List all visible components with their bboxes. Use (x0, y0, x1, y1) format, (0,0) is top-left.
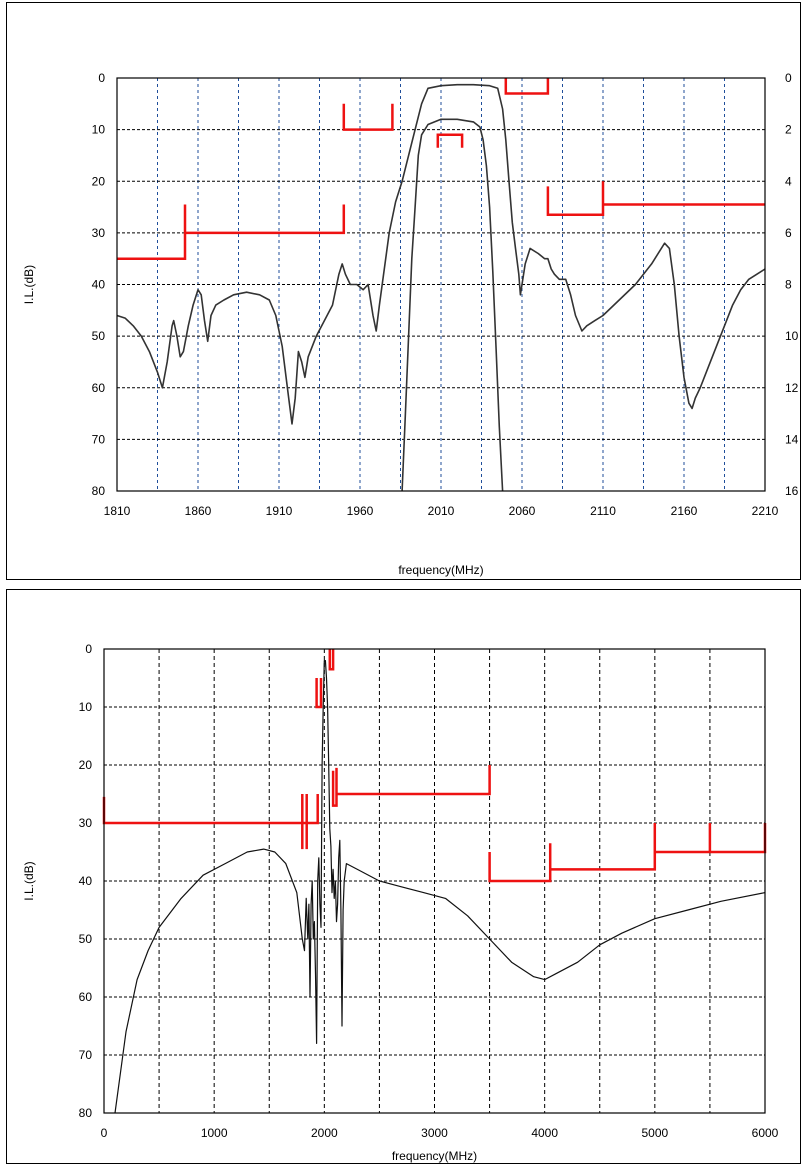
y-tick-label: 60 (92, 381, 106, 395)
y-axis-title: I.L.(dB) (22, 861, 36, 900)
y-tick-label: 10 (92, 123, 106, 137)
series-line (116, 83, 766, 425)
x-tick-label: 4000 (531, 1126, 558, 1140)
x-tick-label: 2110 (590, 504, 616, 518)
chart-panel-wideband: 0 1000 2000 3000 4000 5000 6000 0 10 20 30 40 50 60 70… (6, 589, 801, 1164)
y2-tick-label: 6 (785, 226, 792, 240)
y-tick-label: 50 (92, 329, 106, 343)
spec-mask-line (117, 204, 346, 260)
series-line (114, 660, 766, 1114)
wideband-chart-svg: 0 1000 2000 3000 4000 5000 6000 0 10 20 30 40 50 60 70… (22, 642, 779, 1163)
x-tick-label: 2210 (752, 504, 779, 518)
y2-tick-label: 2 (785, 123, 792, 137)
spec-mask-line (342, 103, 394, 131)
spec-mask-line (102, 794, 319, 850)
y-tick-label: 20 (92, 174, 106, 188)
x-tick-label: 1000 (201, 1126, 228, 1140)
spec-mask-line (546, 181, 765, 217)
x-tick-label: 5000 (641, 1126, 668, 1140)
y-tick-label: 60 (79, 990, 93, 1004)
x-tick-label: 1960 (347, 504, 374, 518)
x-tick-label: 1860 (185, 504, 212, 518)
y2-tick-label: 0 (785, 71, 792, 85)
y2-tick-label: 8 (785, 278, 792, 292)
y-tick-label: 20 (79, 758, 93, 772)
x-axis-title: frequency(MHz) (398, 563, 483, 577)
spec-mask-line (331, 765, 491, 807)
y2-tick-label: 4 (785, 174, 792, 188)
plot-frame (103, 648, 766, 1114)
spec-mask-line (488, 823, 767, 883)
spec-mask-line (436, 133, 464, 148)
y-tick-label: 40 (79, 874, 93, 888)
spec-mask-line (315, 678, 323, 709)
y2-tick-label: 14 (785, 432, 799, 446)
y-tick-label: 0 (98, 71, 105, 85)
y-axis-title: I.L.(dB) (22, 265, 36, 304)
x-tick-label: 1910 (266, 504, 293, 518)
x-tick-label: 1810 (104, 504, 131, 518)
chart-panel-passband: 1810 1860 1910 1960 2010 2060 2110 2160 2210 0 10 2… (6, 2, 801, 580)
spec-mask-line (504, 78, 550, 95)
x-axis-title: frequency(MHz) (392, 1149, 477, 1163)
y-tick-label: 40 (92, 278, 106, 292)
x-tick-label: 2060 (509, 504, 536, 518)
y-tick-label: 70 (92, 432, 106, 446)
x-tick-label: 0 (101, 1126, 108, 1140)
y-tick-label: 30 (79, 816, 93, 830)
spec-mask-line (328, 649, 335, 671)
y2-tick-label: 16 (785, 484, 799, 498)
x-tick-label: 2160 (671, 504, 698, 518)
y-tick-label: 30 (92, 226, 106, 240)
y-tick-label: 0 (85, 642, 92, 656)
x-tick-label: 6000 (752, 1126, 779, 1140)
y-tick-label: 80 (79, 1106, 93, 1120)
series-line (401, 118, 504, 492)
plot-frame (116, 77, 766, 492)
y-tick-label: 80 (92, 484, 106, 498)
y2-tick-label: 12 (785, 381, 799, 395)
y-tick-label: 10 (79, 700, 93, 714)
y2-tick-label: 10 (785, 329, 799, 343)
passband-chart-svg: 1810 1860 1910 1960 2010 2060 2110 2160 22100102… (22, 71, 799, 577)
x-tick-label: 2000 (311, 1126, 338, 1140)
y-tick-label: 50 (79, 932, 93, 946)
x-tick-label: 2010 (428, 504, 455, 518)
y-tick-label: 70 (79, 1048, 93, 1062)
x-tick-label: 3000 (421, 1126, 448, 1140)
